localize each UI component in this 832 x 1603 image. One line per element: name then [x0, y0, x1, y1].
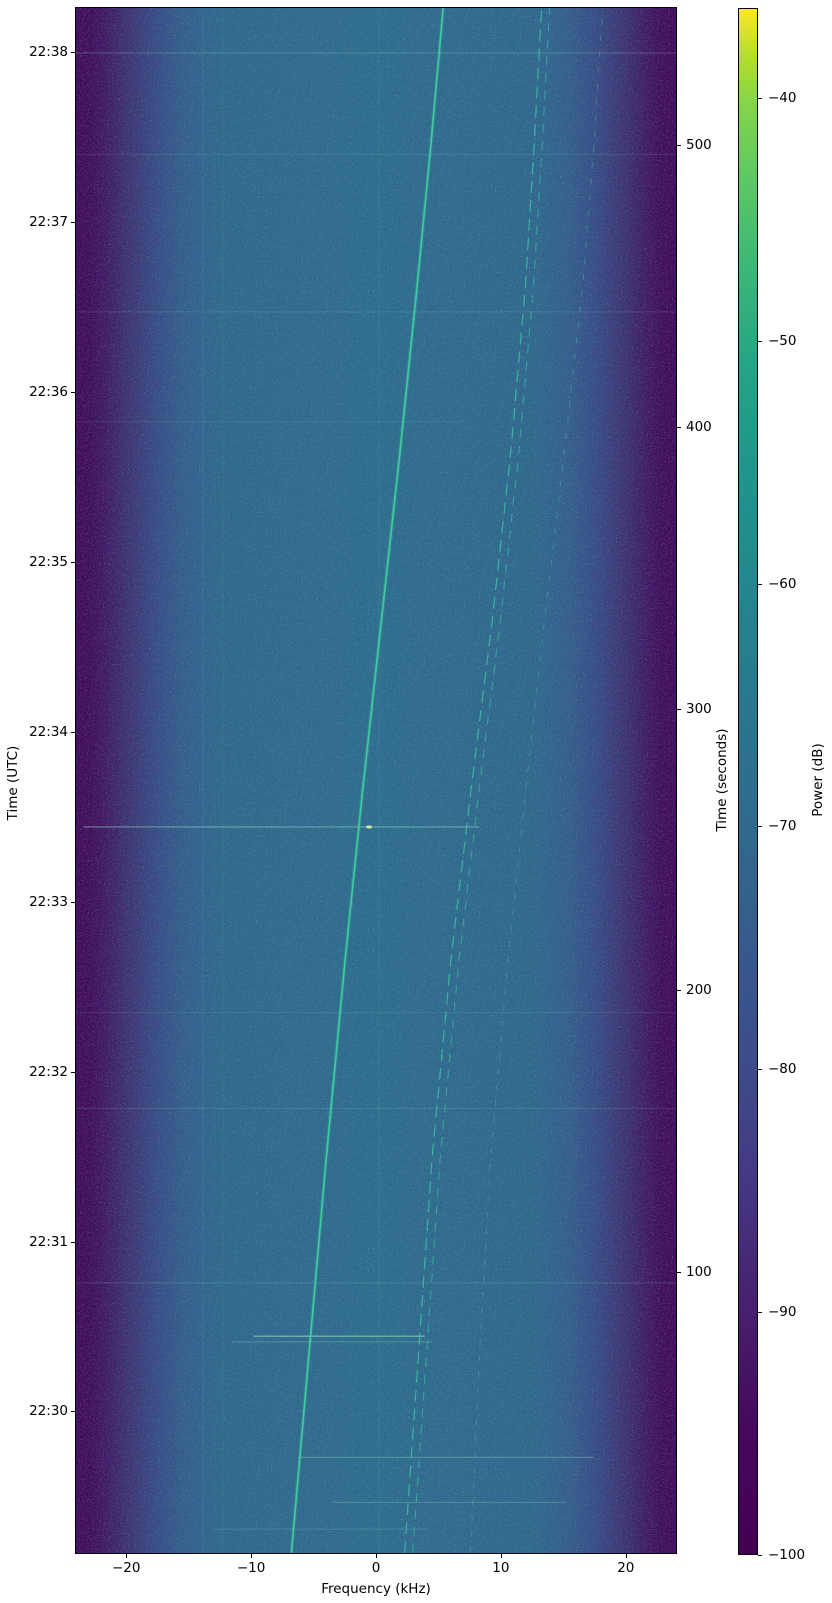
- utc-tick-label: 22:33: [29, 893, 68, 910]
- main-doppler-carrier: [290, 8, 445, 1553]
- utc-tick-mark: [71, 391, 75, 393]
- utc-tick-mark: [71, 1071, 75, 1073]
- utc-tick-label: 22:31: [29, 1233, 68, 1250]
- seconds-tick-mark: [677, 708, 681, 710]
- utc-tick-label: 22:37: [29, 214, 68, 230]
- utc-tick-mark: [71, 561, 75, 563]
- colorbar-tick-mark: [758, 826, 762, 828]
- utc-tick-label: 22:36: [29, 383, 68, 400]
- utc-tick-mark: [71, 1411, 75, 1413]
- x-tick-label: 10: [492, 1560, 510, 1576]
- x-axis-label: Frequency (kHz): [321, 1581, 431, 1597]
- doppler-sideband-a: [404, 8, 543, 1553]
- seconds-tick-mark: [677, 1272, 681, 1274]
- x-tick-label: 0: [371, 1560, 381, 1576]
- utc-tick-label: 22:32: [29, 1063, 68, 1080]
- colorbar-tick-label: −100: [768, 1547, 806, 1563]
- utc-tick-mark: [71, 901, 75, 903]
- utc-tick-mark: [71, 52, 75, 54]
- utc-tick-label: 22:35: [29, 553, 68, 570]
- x-tick-mark: [376, 1554, 377, 1558]
- colorbar-tick-mark: [758, 1069, 762, 1071]
- y-axis-label-right: Time (seconds): [714, 728, 730, 832]
- doppler-sideband-b: [412, 8, 551, 1553]
- colorbar-tick-mark: [758, 1555, 762, 1556]
- seconds-tick-label: 200: [686, 982, 712, 999]
- seconds-tick-label: 400: [686, 418, 712, 435]
- seconds-tick-label: 100: [686, 1264, 712, 1281]
- x-tick-label: −20: [111, 1560, 141, 1576]
- colorbar-tick-label: −70: [768, 818, 797, 835]
- x-tick-label: −10: [236, 1560, 266, 1576]
- colorbar-tick-mark: [758, 583, 762, 585]
- seconds-tick-mark: [677, 990, 681, 992]
- colorbar-tick-label: −50: [768, 332, 797, 349]
- seconds-tick-label: 500: [686, 137, 712, 154]
- utc-tick-mark: [71, 1241, 75, 1243]
- utc-tick-mark: [71, 731, 75, 733]
- utc-tick-label: 22:34: [29, 723, 68, 740]
- colorbar-tick-label: −60: [768, 575, 797, 592]
- y-axis-label-left: Time (UTC): [5, 745, 21, 821]
- colorbar-tick-label: −90: [768, 1304, 797, 1321]
- colorbar-gradient: [739, 9, 757, 1554]
- x-tick-mark: [126, 1554, 128, 1558]
- colorbar: [738, 8, 758, 1555]
- utc-tick-label: 22:30: [29, 1403, 68, 1420]
- utc-tick-label: 22:38: [29, 44, 68, 61]
- colorbar-tick-mark: [758, 340, 762, 342]
- spectrogram-plot-area: [75, 7, 677, 1554]
- spectrogram-image: [76, 8, 676, 1553]
- seconds-tick-mark: [677, 145, 681, 147]
- colorbar-axis-label: Power (dB): [810, 743, 826, 817]
- colorbar-tick-label: −80: [768, 1061, 797, 1078]
- x-tick-mark: [500, 1554, 502, 1558]
- seconds-tick-label: 300: [686, 700, 712, 717]
- colorbar-tick-mark: [758, 1312, 762, 1314]
- x-tick-mark: [625, 1554, 627, 1558]
- colorbar-tick-mark: [758, 97, 762, 99]
- seconds-tick-mark: [677, 426, 681, 428]
- utc-tick-mark: [71, 222, 75, 223]
- doppler-sideband-c: [470, 8, 604, 1553]
- x-tick-label: 20: [617, 1560, 635, 1576]
- x-tick-mark: [251, 1554, 253, 1558]
- signal-hotspot: [366, 825, 373, 829]
- colorbar-tick-label: −40: [768, 89, 797, 106]
